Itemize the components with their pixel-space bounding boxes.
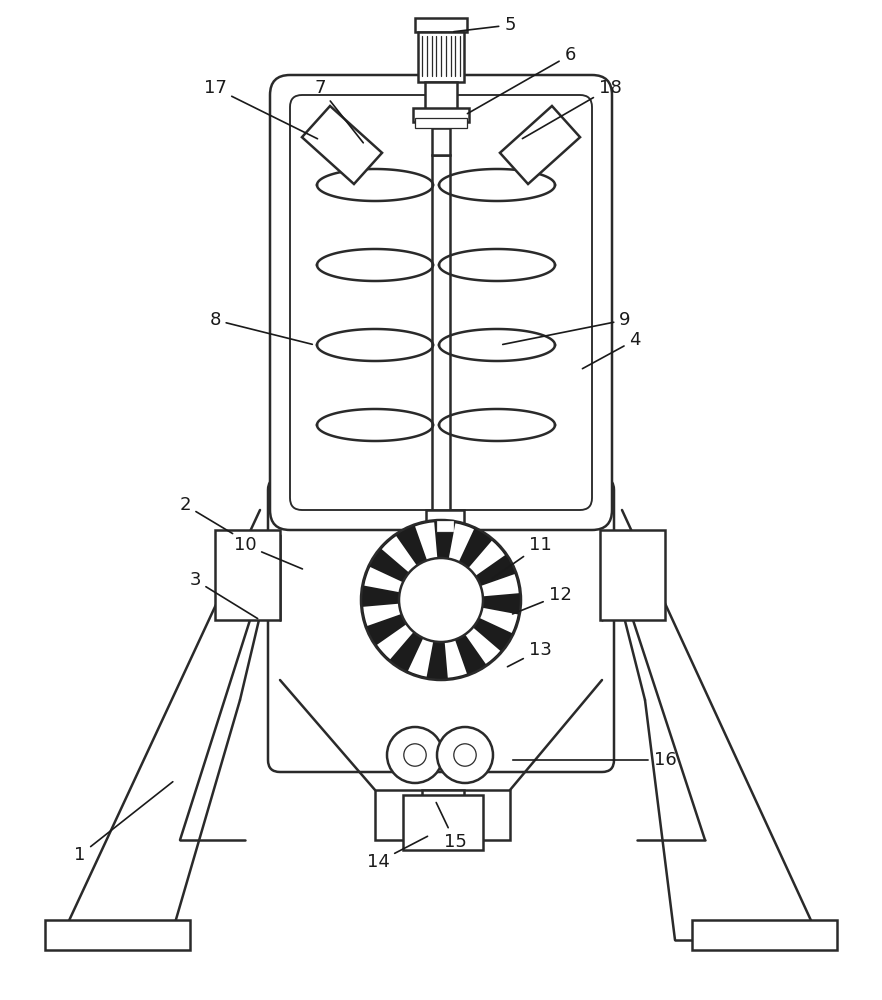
Wedge shape xyxy=(465,627,500,664)
Text: 11: 11 xyxy=(492,536,551,578)
Bar xyxy=(600,530,665,620)
Bar xyxy=(422,790,464,800)
Bar xyxy=(692,920,837,950)
Text: 9: 9 xyxy=(503,311,631,344)
Text: 16: 16 xyxy=(512,751,676,769)
Bar xyxy=(432,128,450,155)
Circle shape xyxy=(404,744,426,766)
Bar xyxy=(418,32,464,82)
Bar xyxy=(500,106,580,184)
Bar xyxy=(426,510,464,532)
Text: 14: 14 xyxy=(367,836,428,871)
Text: 1: 1 xyxy=(74,782,173,864)
Bar xyxy=(415,18,467,32)
Wedge shape xyxy=(364,567,403,592)
Bar xyxy=(415,118,467,128)
Bar xyxy=(425,82,457,112)
Bar xyxy=(375,790,510,840)
Circle shape xyxy=(437,727,493,783)
Wedge shape xyxy=(445,640,467,678)
Bar xyxy=(302,106,382,184)
Text: 6: 6 xyxy=(467,46,576,114)
Circle shape xyxy=(361,520,521,680)
Wedge shape xyxy=(415,522,437,560)
Bar xyxy=(215,530,280,620)
Text: 2: 2 xyxy=(179,496,233,534)
Text: 7: 7 xyxy=(314,79,363,143)
Text: 3: 3 xyxy=(190,571,258,619)
Wedge shape xyxy=(377,624,414,659)
Circle shape xyxy=(387,727,443,783)
Bar xyxy=(45,920,190,950)
Text: 12: 12 xyxy=(512,586,572,614)
Wedge shape xyxy=(479,608,518,633)
FancyBboxPatch shape xyxy=(290,95,592,510)
Wedge shape xyxy=(363,604,401,626)
Circle shape xyxy=(454,744,476,766)
Text: 18: 18 xyxy=(522,79,622,139)
Wedge shape xyxy=(481,574,519,596)
Bar xyxy=(436,520,454,532)
Bar xyxy=(413,108,469,122)
Text: 13: 13 xyxy=(507,641,551,667)
Bar xyxy=(432,155,450,510)
Wedge shape xyxy=(468,541,505,576)
Wedge shape xyxy=(408,638,433,677)
Circle shape xyxy=(399,558,483,642)
Text: 4: 4 xyxy=(582,331,640,369)
Text: 8: 8 xyxy=(209,311,312,344)
Wedge shape xyxy=(382,536,417,573)
Bar xyxy=(403,795,483,850)
FancyBboxPatch shape xyxy=(270,75,612,530)
Text: 15: 15 xyxy=(437,803,467,851)
Text: 10: 10 xyxy=(234,536,303,569)
Text: 5: 5 xyxy=(453,16,516,34)
Text: 17: 17 xyxy=(204,79,318,139)
Wedge shape xyxy=(449,523,474,562)
FancyBboxPatch shape xyxy=(268,478,614,772)
